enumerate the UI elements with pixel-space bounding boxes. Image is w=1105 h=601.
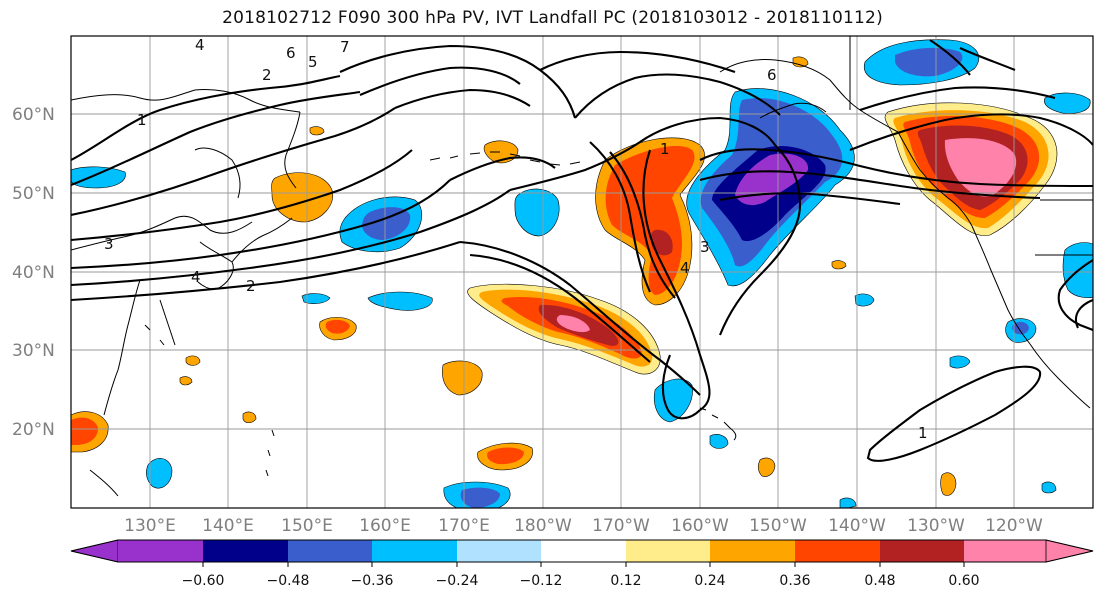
colorbar-tick-label: 0.60 (948, 573, 979, 589)
contour-label: 6 (767, 66, 777, 84)
lon-label: 140°W (828, 516, 886, 536)
contour-label: 5 (308, 53, 318, 71)
contour-label: 4 (191, 268, 201, 286)
lat-label: 40°N (12, 263, 55, 283)
colorbar-tick-label: −0.12 (520, 573, 563, 589)
contour-label: 7 (340, 38, 350, 56)
colorbar-segment (541, 540, 626, 562)
pv-contours (71, 39, 1093, 462)
contour-labels: 1 2 3 4 5 6 7 2 4 3 4 6 1 1 (104, 36, 928, 442)
colorbar-segment (626, 540, 710, 562)
latitude-labels: 60°N 50°N 40°N 30°N 20°N (12, 105, 55, 440)
colorbar-segment (457, 540, 541, 562)
colorbar-tick-label: −0.36 (351, 573, 394, 589)
lon-label: 150°W (749, 516, 807, 536)
contour-label: 6 (286, 44, 296, 62)
colorbar-segment (288, 540, 372, 562)
colorbar-tick-label: −0.60 (182, 573, 225, 589)
colorbar-tick-label: 0.12 (610, 573, 641, 589)
contour-label: 3 (104, 235, 114, 253)
colorbar-extend-right (1045, 539, 1094, 563)
lon-label: 170°E (438, 516, 490, 536)
contour-label: 1 (660, 140, 670, 158)
colorbar-segment (880, 540, 964, 562)
colorbar-tick-label: −0.24 (436, 573, 479, 589)
lon-label: 120°W (985, 516, 1043, 536)
contour-label: 2 (246, 277, 256, 295)
colorbar-tick-label: −0.48 (267, 573, 310, 589)
map-area: 1 2 3 4 5 6 7 2 4 3 4 6 1 1 (71, 36, 1093, 508)
contour-label: 1 (918, 424, 928, 442)
lat-label: 30°N (12, 341, 55, 361)
contour-label: 1 (137, 111, 147, 129)
colorbar-tick-label: 0.24 (694, 573, 725, 589)
lon-label: 130°E (124, 516, 176, 536)
colorbar-segment (372, 540, 457, 562)
contour-label: 2 (262, 66, 272, 84)
colorbar-segment (964, 540, 1046, 562)
colorbar-segment (203, 540, 288, 562)
colorbar-segment (710, 540, 795, 562)
lon-label: 180°W (514, 516, 572, 536)
colorbar-extend-left (70, 539, 119, 563)
coastlines (71, 36, 1093, 497)
colorbar-segment (795, 540, 880, 562)
colorbar-tick-label: 0.36 (779, 573, 810, 589)
lat-label: 60°N (12, 105, 55, 125)
lon-label: 170°W (592, 516, 650, 536)
contour-label: 4 (195, 36, 205, 54)
colorbar-segment (118, 540, 203, 562)
contour-label: 4 (680, 259, 690, 277)
lon-label: 140°E (202, 516, 254, 536)
colorbar: −0.60 −0.48 −0.36 −0.24 −0.12 0.12 0.24 … (70, 539, 1094, 589)
map-title: 2018102712 F090 300 hPa PV, IVT Landfall… (222, 8, 883, 28)
lon-label: 160°W (671, 516, 729, 536)
lon-label: 150°E (281, 516, 333, 536)
colorbar-tick-label: 0.48 (864, 573, 895, 589)
contour-label: 3 (700, 238, 710, 256)
lat-label: 50°N (12, 184, 55, 204)
lat-label: 20°N (12, 420, 55, 440)
map-frame (70, 35, 1094, 509)
longitude-labels: 130°E 140°E 150°E 160°E 170°E 180°W 170°… (124, 516, 1043, 536)
lon-label: 160°E (359, 516, 411, 536)
lon-label: 130°W (907, 516, 965, 536)
